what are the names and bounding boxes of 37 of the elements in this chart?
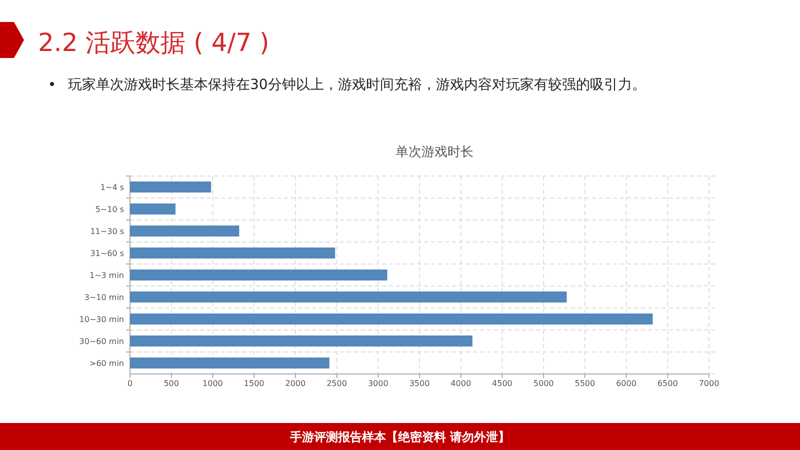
chart-title: 单次游戏时长: [396, 145, 474, 160]
x-tick-label: 4500: [492, 379, 512, 388]
x-tick-label: 3000: [368, 379, 388, 388]
x-tick-label: 500: [164, 379, 179, 388]
y-tick-label: 11~30 s: [90, 227, 124, 236]
x-tick-label: 6500: [657, 379, 678, 388]
bar: [130, 248, 336, 258]
x-tick-label: 3500: [409, 379, 430, 388]
x-tick-label: 1500: [244, 379, 264, 388]
x-tick-label: 5500: [574, 379, 596, 388]
x-tick-label: 0: [127, 379, 133, 388]
bar: [130, 204, 176, 214]
x-tick-label: 2500: [326, 379, 347, 388]
y-tick-label: 30~60 min: [79, 337, 124, 346]
x-tick-label: 5000: [533, 379, 554, 388]
bar: [130, 336, 472, 346]
x-tick-label: 2000: [285, 379, 306, 388]
bar: [130, 314, 653, 324]
y-tick-label: 1~3 min: [89, 271, 124, 280]
text: 手游评测报告样本【绝密资料 请勿外泄】: [288, 430, 510, 444]
y-tick-label: 3~10 min: [84, 293, 124, 302]
x-tick-label: 4000: [450, 379, 472, 388]
y-tick-label: 31~60 s: [90, 249, 124, 258]
x-tick-label: 1000: [202, 379, 223, 388]
y-tick-label: >60 min: [89, 359, 124, 368]
y-tick-label: 1~4 s: [100, 183, 124, 192]
y-tick-label: 5~10 s: [95, 205, 124, 214]
bar: [130, 226, 240, 236]
y-tick-label: 10~30 min: [79, 315, 124, 324]
text: 玩家单次游戏时长基本保持在30分钟以上，游戏时间充裕，游戏内容对玩家有较强的吸引力。: [68, 77, 646, 93]
x-tick-label: 6000: [616, 379, 636, 388]
bar: [130, 182, 212, 192]
bar: [130, 270, 388, 280]
text: 2.2 活跃数据 ( 4/7 ): [38, 28, 270, 57]
x-tick-label: 7000: [698, 379, 720, 388]
bar: [130, 292, 567, 302]
bar: [130, 358, 330, 368]
